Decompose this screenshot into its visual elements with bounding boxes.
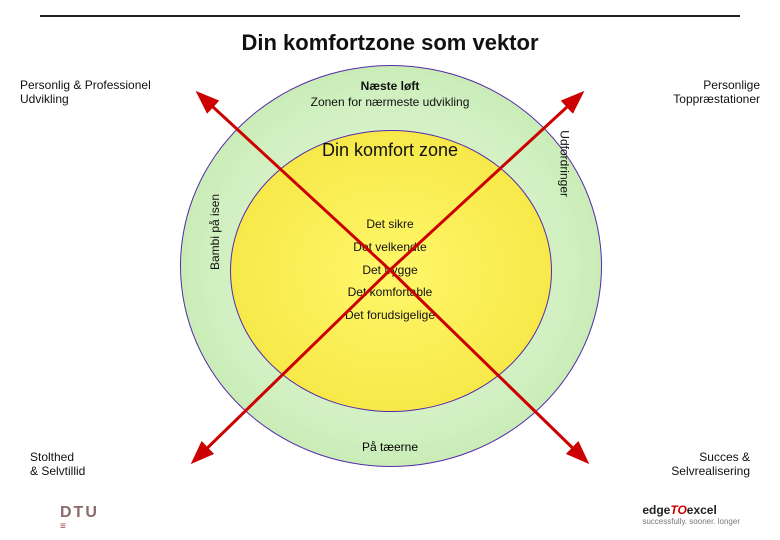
corner-tr-line2: Toppræstationer: [673, 92, 760, 106]
corner-bottom-left: Stolthed & Selvtillid: [30, 450, 190, 479]
etx-excel: excel: [687, 503, 717, 517]
etx-sub: successfully. sooner. longer: [642, 517, 740, 526]
comfort-zone-title: Din komfort zone: [180, 140, 600, 161]
dtu-logo-text: DTU: [60, 504, 99, 521]
corner-bl-line2: & Selvtillid: [30, 464, 85, 478]
corner-top-right: Personlige Toppræstationer: [600, 78, 760, 107]
corner-br-line2: Selvrealisering: [671, 464, 750, 478]
inner-line-2: Det velkendte: [180, 236, 600, 259]
inner-zone-lines: Det sikre Det velkendte Det trygge Det k…: [180, 213, 600, 327]
side-label-left: Bambi på isen: [208, 194, 222, 270]
inner-line-4: Det komfortable: [180, 281, 600, 304]
inner-line-3: Det trygge: [180, 259, 600, 282]
corner-top-left: Personlig & Professionel Udvikling: [20, 78, 180, 107]
corner-tl-line2: Udvikling: [20, 92, 69, 106]
inner-line-1: Det sikre: [180, 213, 600, 236]
edge-to-excel-logo: edgeTOexcel successfully. sooner. longer: [642, 503, 740, 526]
outer-zone-line2: Zonen for nærmeste udvikling: [311, 95, 470, 109]
inner-line-5: Det forudsigelige: [180, 304, 600, 327]
page-title: Din komfortzone som vektor: [0, 30, 780, 56]
dtu-logo-bars: ≡: [60, 524, 99, 530]
header-rule: [40, 15, 740, 17]
etx-to: TO: [670, 503, 686, 517]
corner-br-line1: Succes &: [699, 450, 750, 464]
corner-tr-line1: Personlige: [703, 78, 760, 92]
side-label-right: Udfordringer: [558, 130, 572, 197]
dtu-logo: DTU ≡: [60, 504, 99, 530]
corner-bottom-right: Succes & Selvrealisering: [590, 450, 750, 479]
outer-zone-label: Næste løft Zonen for nærmeste udvikling: [180, 79, 600, 110]
corner-bl-line1: Stolthed: [30, 450, 74, 464]
corner-tl-line1: Personlig & Professionel: [20, 78, 151, 92]
bottom-outer-label: På tæerne: [180, 440, 600, 454]
etx-edge: edge: [642, 503, 670, 517]
outer-zone-line1: Næste løft: [361, 79, 420, 93]
comfort-zone-diagram: Næste løft Zonen for nærmeste udvikling …: [180, 65, 600, 465]
